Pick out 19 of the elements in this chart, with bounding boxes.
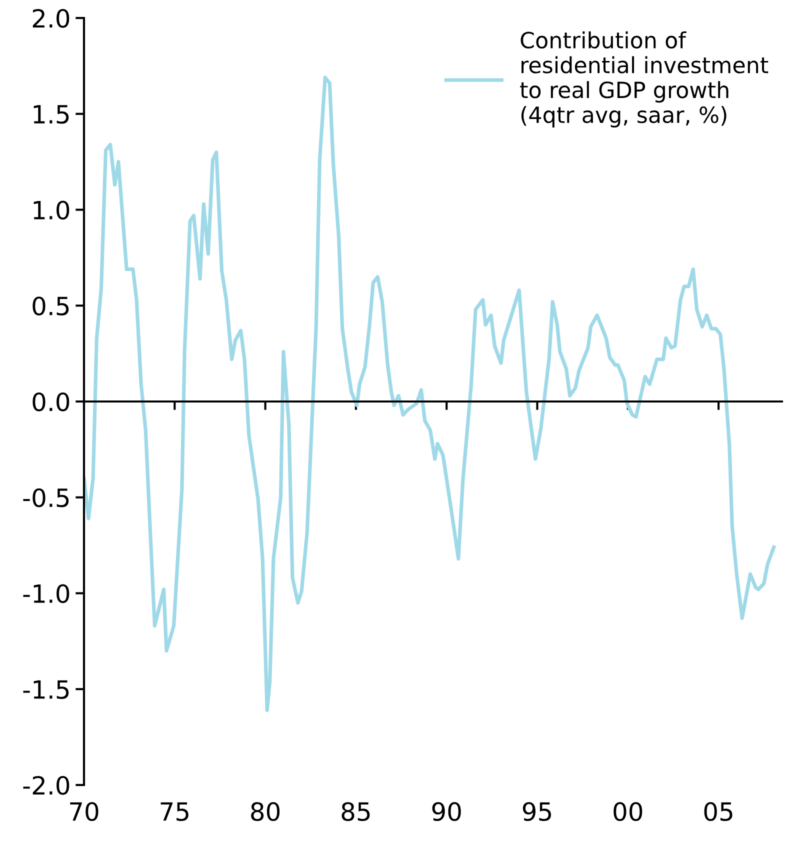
x-tick-label: 70	[70, 802, 98, 822]
y-tick-label: -1.0	[23, 584, 70, 604]
x-tick-label: 75	[160, 802, 188, 822]
y-tick-label: 2.0	[32, 8, 70, 28]
y-tick-label: 0.0	[32, 392, 70, 412]
x-tick-label: 05	[704, 802, 732, 822]
x-tick-label: 95	[522, 802, 551, 822]
line-series	[84, 76, 776, 712]
x-tick-label: 00	[614, 802, 642, 822]
y-tick-label: -0.5	[23, 488, 69, 508]
y-tick-label: 0.5	[32, 296, 69, 316]
y-tick-label: -2.0	[23, 776, 70, 795]
legend-label: Contribution of residential investment to real GDP growth (4qtr avg, saar, %)	[520, 31, 768, 128]
y-tick-label: -1.5	[23, 680, 69, 699]
x-tick-label: 80	[251, 802, 280, 822]
y-tick-label: 1.5	[34, 105, 69, 124]
y-tick-label: 1.0	[34, 200, 70, 220]
x-tick-label: 85	[342, 802, 370, 822]
x-tick-label: 90	[432, 802, 461, 822]
